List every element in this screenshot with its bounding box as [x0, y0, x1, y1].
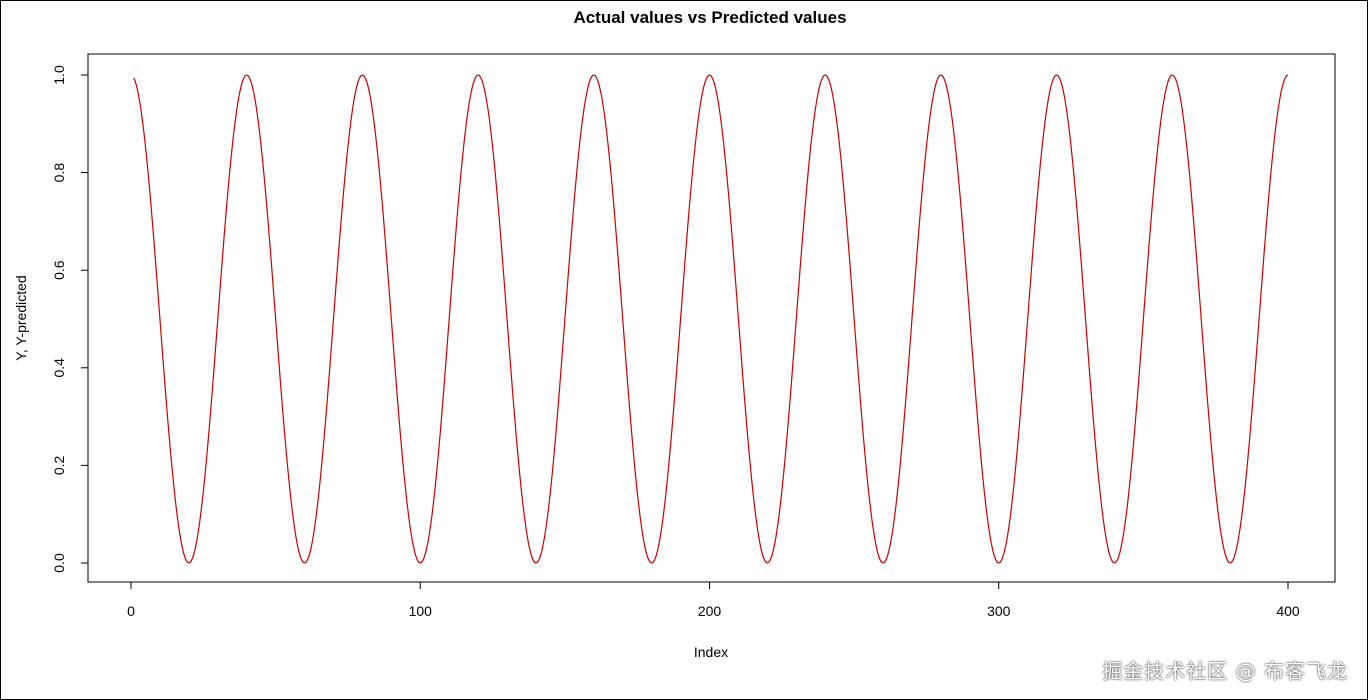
- series-layer: [133, 74, 1289, 564]
- y-axis: 0.0 0.2 0.4 0.6 0.8 1.0: [51, 65, 89, 573]
- watermark: 掘金技术社区 @ 布客飞龙: [1102, 659, 1348, 683]
- y-tick-label: 0.4: [51, 358, 67, 378]
- chart-title: Actual values vs Predicted values: [573, 8, 846, 27]
- x-tick-label: 400: [1276, 603, 1300, 619]
- x-tick-label: 300: [987, 603, 1011, 619]
- y-axis-label: Y, Y-predicted: [13, 275, 29, 360]
- x-tick-label: 100: [409, 603, 433, 619]
- x-tick-label: 200: [698, 603, 722, 619]
- x-axis: 0 100 200 300 400: [127, 581, 1300, 619]
- y-tick-label: 0.2: [51, 455, 67, 475]
- x-axis-label: Index: [694, 644, 728, 660]
- y-tick-label: 0.8: [51, 163, 67, 183]
- y-tick-label: 0.6: [51, 260, 67, 280]
- y-tick-label: 0.0: [51, 553, 67, 573]
- y-tick-label: 1.0: [51, 65, 67, 85]
- x-tick-label: 0: [127, 603, 135, 619]
- series-line-0: [133, 74, 1289, 564]
